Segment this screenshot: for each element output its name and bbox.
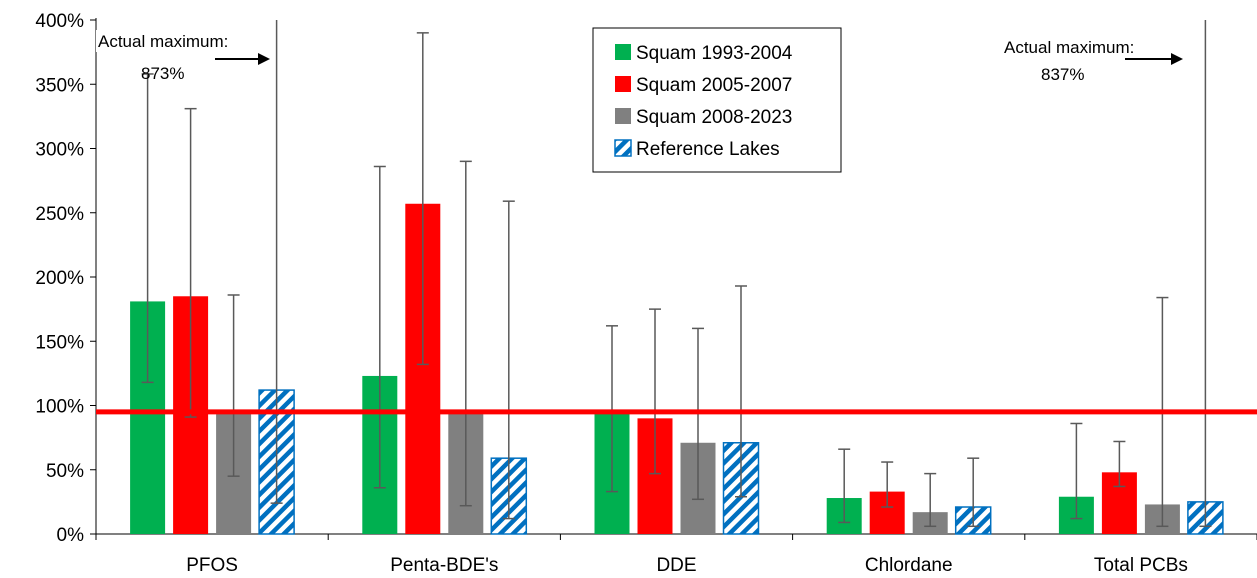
legend-swatch: [615, 44, 631, 60]
legend-label: Squam 1993-2004: [636, 43, 793, 64]
axis-labels: 0% 50% 100% 150% 200% 250% 300% 350% 400% PFOS Pen…: [35, 11, 1188, 576]
annotation-label: Actual maximum:: [98, 32, 228, 51]
legend: Squam 1993-2004 Squam 2005-2007 Squam 2008…: [592, 27, 842, 173]
annotation-background: [96, 30, 266, 52]
annotation-label: Actual maximum:: [1004, 38, 1134, 57]
bars: [130, 203, 1224, 535]
y-tick-label: 250%: [35, 204, 84, 225]
y-tick-label: 300%: [35, 140, 84, 161]
x-category-label: DDE: [656, 555, 696, 576]
x-category-label: Chlordane: [865, 555, 953, 576]
annotation-arrow-head: [258, 53, 270, 65]
y-tick-label: 400%: [35, 11, 84, 32]
annotation-arrow-head: [1171, 53, 1183, 65]
annotations: Actual maximum: 873% Actual maximum: 837%: [96, 30, 1183, 84]
legend-label: Reference Lakes: [636, 139, 780, 160]
y-tick-label: 100%: [35, 397, 84, 418]
y-tick-label: 50%: [46, 461, 84, 482]
annotation-value: 837%: [1041, 65, 1084, 84]
x-category-label: Total PCBs: [1094, 555, 1188, 576]
legend-swatch: [614, 139, 632, 157]
annotation-value: 873%: [141, 64, 184, 83]
legend-label: Squam 2008-2023: [636, 107, 792, 128]
legend-box: [592, 27, 842, 173]
legend-swatch: [615, 76, 631, 92]
x-category-label: PFOS: [186, 555, 238, 576]
legend-swatch: [615, 108, 631, 124]
x-category-label: Penta-BDE's: [390, 555, 498, 576]
annotation-background: [1002, 36, 1172, 58]
y-tick-label: 350%: [35, 75, 84, 96]
y-tick-label: 200%: [35, 268, 84, 289]
y-tick-label: 0%: [57, 525, 85, 546]
y-tick-label: 150%: [35, 332, 84, 353]
legend-label: Squam 2005-2007: [636, 75, 792, 96]
error-bars: [141, 20, 1212, 528]
